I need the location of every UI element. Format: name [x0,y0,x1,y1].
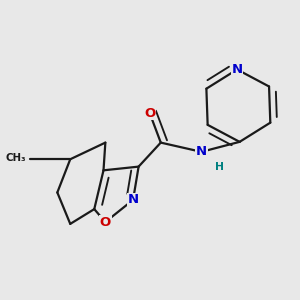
Text: H: H [215,162,224,172]
Text: O: O [144,106,155,120]
Text: N: N [128,194,139,206]
Text: O: O [100,215,111,229]
Text: N: N [196,145,207,158]
Text: CH₃: CH₃ [5,154,26,164]
Text: N: N [232,63,243,76]
